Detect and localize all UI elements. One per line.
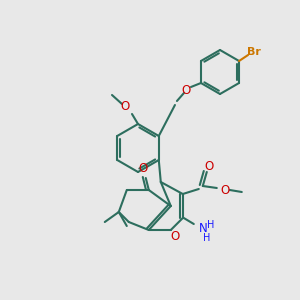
Text: N: N: [198, 223, 207, 236]
Text: O: O: [204, 160, 213, 172]
Text: O: O: [220, 184, 230, 196]
Text: O: O: [138, 161, 147, 175]
Text: O: O: [170, 230, 179, 242]
Text: O: O: [120, 100, 130, 112]
Text: O: O: [181, 83, 190, 97]
Text: H: H: [207, 220, 214, 230]
Text: Br: Br: [247, 47, 261, 57]
Text: H: H: [203, 233, 211, 243]
